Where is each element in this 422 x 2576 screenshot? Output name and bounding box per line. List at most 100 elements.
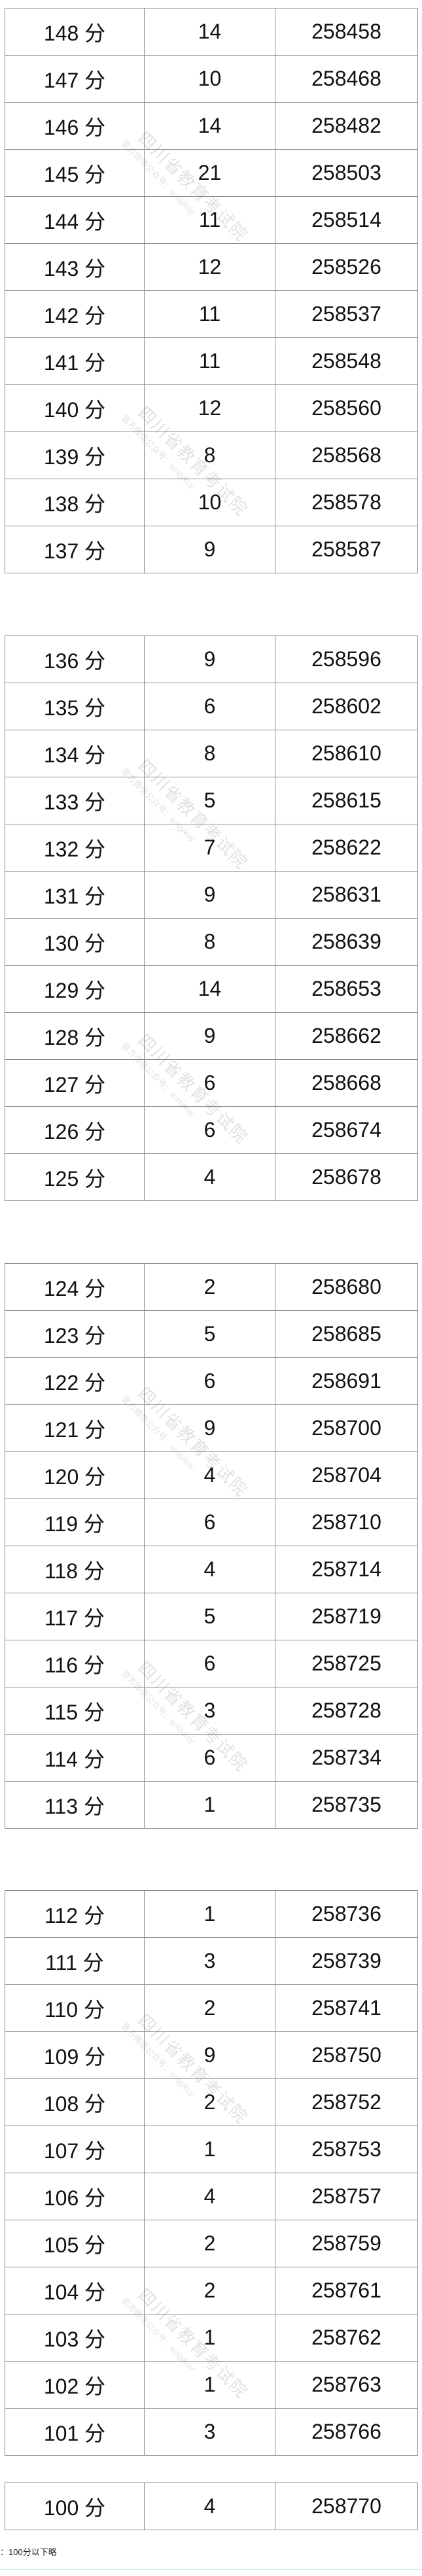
- cumulative-cell: 258674: [275, 1106, 418, 1154]
- score-cell: 120 分: [5, 1451, 145, 1499]
- table-row: 122 分 6 258691: [5, 1357, 418, 1405]
- table-row: 139 分 8 258568: [5, 432, 418, 479]
- score-cell: 135 分: [5, 683, 145, 730]
- count-cell: 3: [144, 1937, 275, 1985]
- score-cell: 144 分: [5, 196, 145, 244]
- score-cell: 134 分: [5, 730, 145, 777]
- footnote: ：100分以下略: [0, 2547, 57, 2557]
- table-row: 102 分 1 258763: [5, 2361, 418, 2409]
- table-row: 128 分 9 258662: [5, 1012, 418, 1060]
- count-cell: 14: [144, 8, 275, 56]
- table-row: 143 分 12 258526: [5, 243, 418, 291]
- table-row: 144 分 11 258514: [5, 196, 418, 244]
- cumulative-cell: 258596: [275, 636, 418, 683]
- table-row: 124 分 2 258680: [5, 1263, 418, 1311]
- score-cell: 110 分: [5, 1984, 145, 2032]
- count-cell: 6: [144, 683, 275, 730]
- count-cell: 10: [144, 55, 275, 103]
- score-cell: 138 分: [5, 479, 145, 526]
- count-cell: 9: [144, 871, 275, 919]
- table-row: 110 分 2 258741: [5, 1984, 418, 2032]
- table-row: 107 分 1 258753: [5, 2126, 418, 2173]
- cumulative-cell: 258503: [275, 149, 418, 197]
- score-table: 136 分 9 258596 135 分 6 258602 134 分 8 258610 133 …: [5, 636, 418, 1201]
- count-cell: 4: [144, 2483, 275, 2530]
- score-cell: 136 分: [5, 636, 145, 683]
- score-cell: 142 分: [5, 290, 145, 338]
- count-cell: 11: [144, 196, 275, 244]
- cumulative-cell: 258578: [275, 479, 418, 526]
- count-cell: 8: [144, 918, 275, 966]
- table-row: 101 分 3 258766: [5, 2408, 418, 2456]
- score-cell: 115 分: [5, 1687, 145, 1735]
- table-row: 138 分 10 258578: [5, 479, 418, 526]
- score-cell: 125 分: [5, 1153, 145, 1201]
- table-row: 126 分 6 258674: [5, 1106, 418, 1154]
- cumulative-cell: 258766: [275, 2408, 418, 2456]
- table-row: 145 分 21 258503: [5, 149, 418, 197]
- cumulative-cell: 258662: [275, 1012, 418, 1060]
- count-cell: 5: [144, 1310, 275, 1358]
- count-cell: 9: [144, 1404, 275, 1452]
- count-cell: 7: [144, 824, 275, 872]
- table-row: 135 分 6 258602: [5, 683, 418, 730]
- count-cell: 1: [144, 2314, 275, 2362]
- cumulative-cell: 258725: [275, 1640, 418, 1687]
- count-cell: 21: [144, 149, 275, 197]
- count-cell: 6: [144, 1734, 275, 1782]
- score-cell: 114 分: [5, 1734, 145, 1782]
- cumulative-cell: 258458: [275, 8, 418, 56]
- cumulative-cell: 258568: [275, 432, 418, 479]
- count-cell: 5: [144, 1593, 275, 1640]
- score-cell: 101 分: [5, 2408, 145, 2456]
- cumulative-cell: 258622: [275, 824, 418, 872]
- score-cell: 140 分: [5, 384, 145, 432]
- count-cell: 1: [144, 2361, 275, 2409]
- score-cell: 131 分: [5, 871, 145, 919]
- count-cell: 9: [144, 526, 275, 573]
- table-row: 106 分 4 258757: [5, 2173, 418, 2220]
- score-cell: 127 分: [5, 1059, 145, 1107]
- cumulative-cell: 258741: [275, 1984, 418, 2032]
- table-row: 131 分 9 258631: [5, 871, 418, 919]
- table-row: 123 分 5 258685: [5, 1310, 418, 1358]
- cumulative-cell: 258482: [275, 102, 418, 150]
- cumulative-cell: 258710: [275, 1499, 418, 1546]
- cumulative-cell: 258757: [275, 2173, 418, 2220]
- table-row: 146 分 14 258482: [5, 102, 418, 150]
- cumulative-cell: 258736: [275, 1890, 418, 1938]
- table-row: 117 分 5 258719: [5, 1593, 418, 1640]
- table-row: 111 分 3 258739: [5, 1937, 418, 1985]
- table-row: 100 分 4 258770: [5, 2483, 418, 2530]
- count-cell: 1: [144, 2126, 275, 2173]
- score-cell: 148 分: [5, 8, 145, 56]
- count-cell: 2: [144, 2267, 275, 2314]
- count-cell: 14: [144, 102, 275, 150]
- table-row: 120 分 4 258704: [5, 1451, 418, 1499]
- cumulative-cell: 258653: [275, 965, 418, 1013]
- table-row: 140 分 12 258560: [5, 384, 418, 432]
- score-cell: 121 分: [5, 1404, 145, 1452]
- score-cell: 129 分: [5, 965, 145, 1013]
- score-cell: 123 分: [5, 1310, 145, 1358]
- count-cell: 1: [144, 1890, 275, 1938]
- count-cell: 3: [144, 1687, 275, 1735]
- table-row: 132 分 7 258622: [5, 824, 418, 872]
- table-row: 118 分 4 258714: [5, 1546, 418, 1593]
- count-cell: 2: [144, 1984, 275, 2032]
- cumulative-cell: 258610: [275, 730, 418, 777]
- cumulative-cell: 258753: [275, 2126, 418, 2173]
- score-cell: 100 分: [5, 2483, 145, 2530]
- table-row: 103 分 1 258762: [5, 2314, 418, 2362]
- cumulative-cell: 258560: [275, 384, 418, 432]
- score-cell: 143 分: [5, 243, 145, 291]
- table-row: 119 分 6 258710: [5, 1499, 418, 1546]
- cumulative-cell: 258704: [275, 1451, 418, 1499]
- cumulative-cell: 258759: [275, 2220, 418, 2267]
- cumulative-cell: 258763: [275, 2361, 418, 2409]
- score-table: 112 分 1 258736 111 分 3 258739 110 分 2 258741 109 …: [5, 1890, 418, 2456]
- table-row: 130 分 8 258639: [5, 918, 418, 966]
- table-row: 116 分 6 258725: [5, 1640, 418, 1687]
- table-row: 105 分 2 258759: [5, 2220, 418, 2267]
- score-cell: 109 分: [5, 2031, 145, 2079]
